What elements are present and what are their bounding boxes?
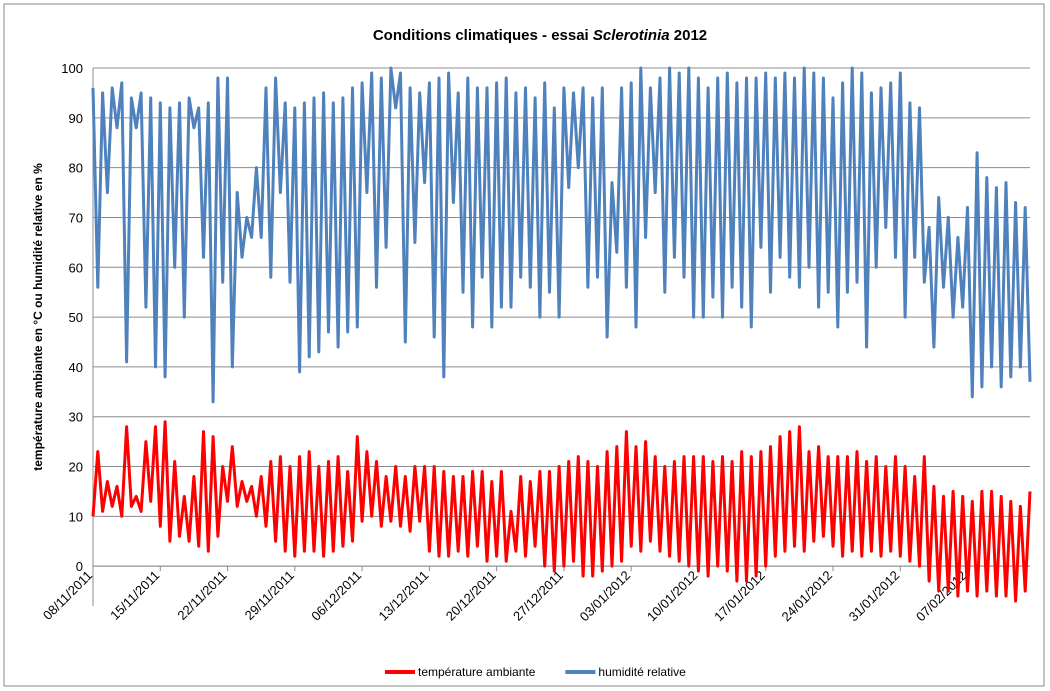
y-tick-label: 70 bbox=[69, 210, 83, 225]
y-tick-label: 30 bbox=[69, 410, 83, 425]
legend-label: humidité relative bbox=[598, 665, 686, 679]
series-line bbox=[91, 66, 1032, 404]
y-tick-label: 90 bbox=[69, 111, 83, 126]
title-part: Sclerotinia bbox=[593, 27, 670, 44]
y-tick-label: 50 bbox=[69, 310, 83, 325]
series-line bbox=[91, 420, 1032, 603]
y-tick-label: 80 bbox=[69, 161, 83, 176]
title-part: 2012 bbox=[670, 27, 708, 44]
y-axis-title: température ambiante en °C ou humidité r… bbox=[31, 163, 45, 471]
y-tick-label: 20 bbox=[69, 460, 83, 475]
chart-title: Conditions climatiques - essai Sclerotin… bbox=[373, 27, 707, 44]
y-tick-label: 100 bbox=[61, 61, 83, 76]
y-tick-label: 40 bbox=[69, 360, 83, 375]
y-tick-label: 0 bbox=[76, 559, 83, 574]
y-tick-label: 60 bbox=[69, 260, 83, 275]
legend-label: température ambiante bbox=[418, 665, 536, 679]
y-tick-label: 10 bbox=[69, 509, 83, 524]
title-part: Conditions climatiques - essai bbox=[373, 27, 593, 44]
